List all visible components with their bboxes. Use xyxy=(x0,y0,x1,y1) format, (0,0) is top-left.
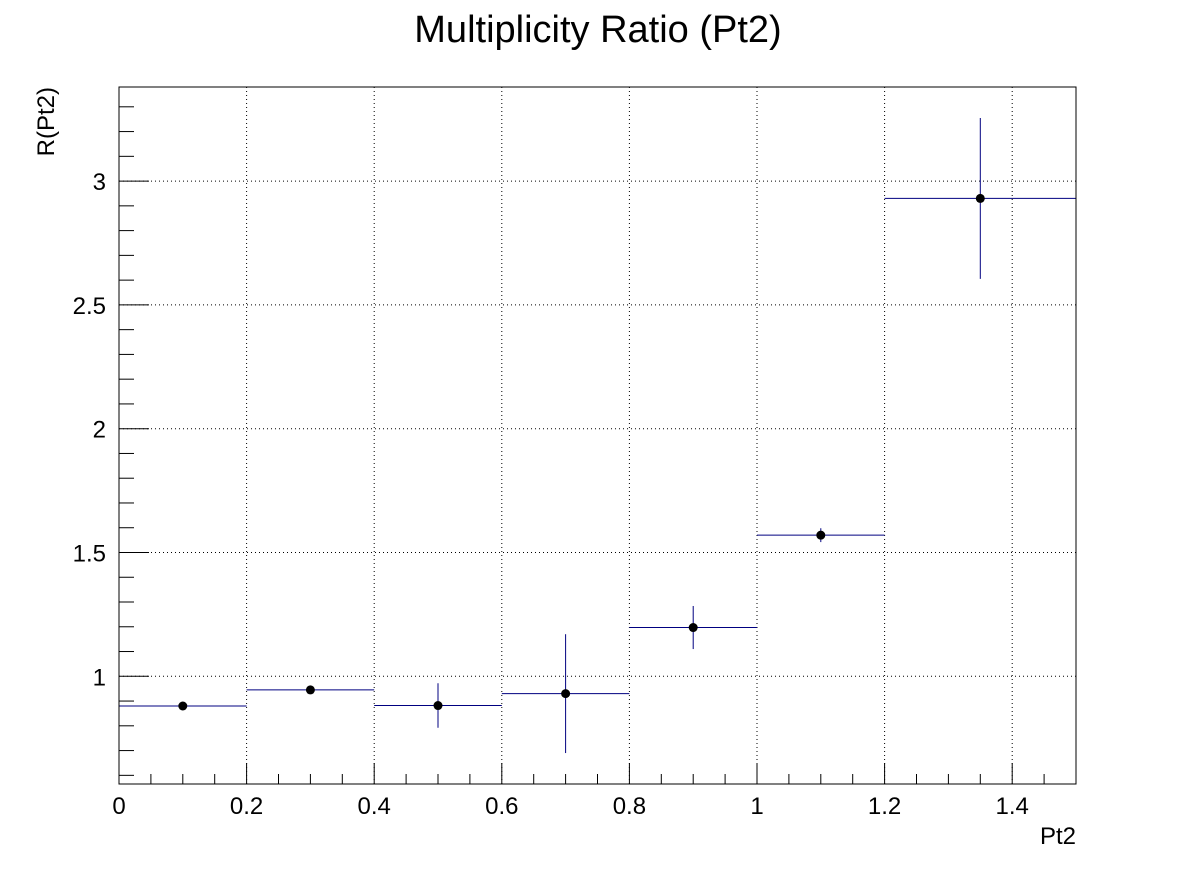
data-point xyxy=(688,623,698,633)
y-tick-label: 1.5 xyxy=(73,540,106,567)
grid-lines xyxy=(119,87,1076,784)
x-axis-label: Pt2 xyxy=(1040,823,1076,850)
x-tick-label: 0.4 xyxy=(358,793,391,820)
x-tick-label: 0.6 xyxy=(485,793,518,820)
data-point xyxy=(433,701,443,711)
data-point xyxy=(305,685,315,695)
y-axis-label: R(Pt2) xyxy=(33,87,60,156)
tick-labels: 0 0.2 0.4 0.6 0.8 1 1.2 1.4 1 1.5 2 2.5 3 xyxy=(73,169,1029,820)
x-tick-label: 1.2 xyxy=(868,793,901,820)
x-tick-label: 0 xyxy=(112,793,125,820)
x-tick-label: 0.2 xyxy=(230,793,263,820)
y-tick-label: 3 xyxy=(93,169,106,196)
x-tick-label: 1.4 xyxy=(996,793,1029,820)
data-point xyxy=(816,530,826,540)
x-tick-label: 0.8 xyxy=(613,793,646,820)
y-tick-label: 2.5 xyxy=(73,293,106,320)
data-point xyxy=(178,701,188,711)
x-tick-label: 1 xyxy=(750,793,763,820)
y-tick-label: 1 xyxy=(93,664,106,691)
y-tick-label: 2 xyxy=(93,417,106,444)
plot-frame xyxy=(118,86,1077,785)
data-point xyxy=(561,689,571,699)
data-point xyxy=(975,193,985,203)
chart-title: Multiplicity Ratio (Pt2) xyxy=(414,9,781,51)
data-series xyxy=(119,117,1076,754)
